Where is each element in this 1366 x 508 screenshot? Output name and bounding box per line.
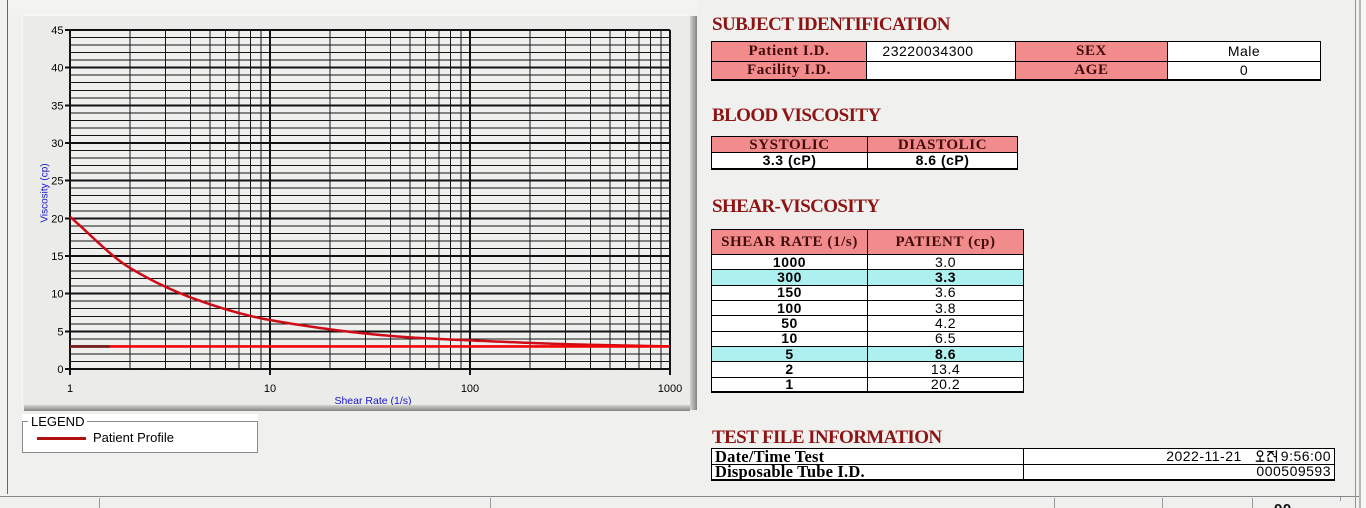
svg-text:1: 1 — [67, 383, 73, 395]
svg-text:45: 45 — [51, 25, 63, 37]
svg-text:15: 15 — [51, 251, 63, 263]
svg-text:5: 5 — [57, 326, 63, 338]
svg-text:Viscosity (cp): Viscosity (cp) — [40, 163, 51, 222]
svg-text:35: 35 — [51, 100, 63, 112]
svg-text:10: 10 — [51, 289, 63, 301]
svg-text:0: 0 — [57, 364, 63, 376]
svg-text:10: 10 — [264, 383, 276, 395]
svg-text:100: 100 — [461, 383, 479, 395]
svg-text:25: 25 — [51, 176, 63, 188]
svg-text:40: 40 — [51, 63, 63, 75]
svg-text:30: 30 — [51, 138, 63, 150]
svg-text:20: 20 — [51, 213, 63, 225]
svg-text:1000: 1000 — [658, 383, 682, 395]
svg-text:Shear Rate (1/s): Shear Rate (1/s) — [334, 395, 411, 407]
